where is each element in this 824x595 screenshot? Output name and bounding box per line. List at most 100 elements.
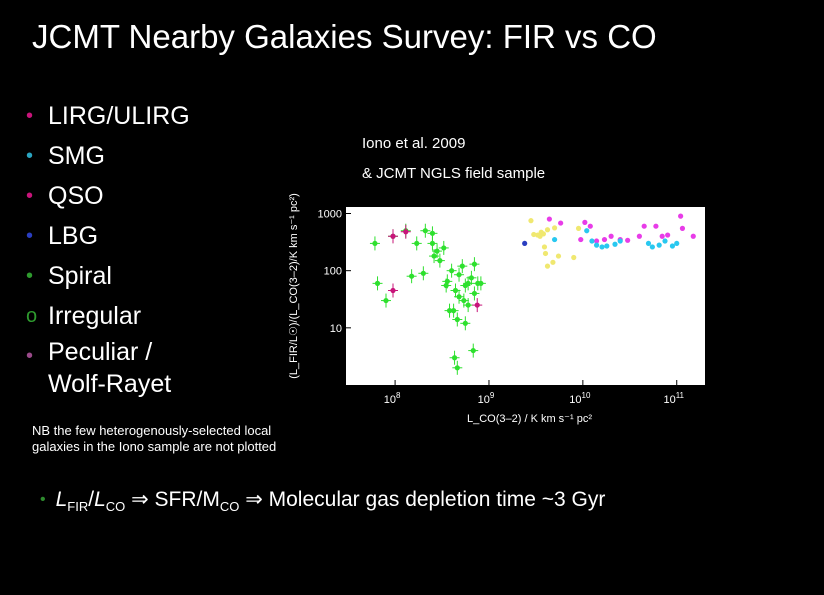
nearby-point — [429, 240, 436, 247]
legend-item-lbg: • LBG — [26, 216, 190, 256]
reference-sample: & JCMT NGLS field sample — [362, 165, 546, 182]
legend-label: Peculiar / — [48, 338, 153, 366]
peculiar-point — [474, 302, 480, 308]
SMG-point — [656, 242, 662, 248]
legend-list: • LIRG/ULIRG • SMG • QSO • LBG • Spiral o Irre… — [26, 96, 190, 400]
legend-label: LBG — [48, 222, 99, 250]
SMG-point — [617, 238, 623, 244]
QSO-point — [537, 233, 543, 239]
legend-label: Spiral — [48, 262, 112, 290]
legend-item-smg: • SMG — [26, 136, 190, 176]
LIRG/ULIRG-point — [578, 236, 584, 243]
footnote: NB the few heterogenously-selected local… — [32, 423, 277, 454]
nearby-point — [449, 268, 455, 274]
nearby-point — [456, 294, 462, 300]
bullet-icon: • — [26, 105, 34, 127]
fir-subscript: FIR — [67, 499, 89, 515]
LIRG/ULIRG-point — [546, 216, 552, 222]
nearby-point — [456, 272, 462, 278]
nearby-point — [431, 253, 437, 259]
plot-area — [346, 207, 705, 385]
QSO-point — [531, 231, 537, 238]
QSO-point — [544, 263, 551, 269]
reference-citation: Iono et al. 2009 — [362, 135, 466, 152]
legend-label: QSO — [48, 182, 104, 210]
QSO-point — [551, 225, 558, 231]
peculiar-point — [403, 229, 409, 235]
nearby-point — [465, 280, 471, 286]
slash: / — [88, 488, 95, 511]
legend-item-peculiar: • Peculiar / Wolf-Rayet — [26, 336, 190, 400]
nearby-point — [459, 263, 465, 269]
legend-item-qso: • QSO — [26, 176, 190, 216]
y-tick-label: 1000 — [318, 209, 342, 221]
bullet-icon: • — [40, 491, 46, 509]
peculiar-point — [390, 233, 396, 239]
x-tick-label: 1011 — [663, 391, 684, 406]
LIRG/ULIRG-point — [678, 213, 684, 219]
QSO-point — [550, 259, 556, 265]
SMG-point — [649, 244, 655, 250]
x-tick-label: 1010 — [569, 391, 591, 406]
nearby-point — [441, 245, 447, 251]
x-tick-label: 108 — [384, 391, 401, 406]
LIRG/ULIRG-point — [582, 219, 588, 225]
LIRG/ULIRG-point — [690, 233, 696, 239]
nearby-point — [454, 316, 460, 323]
nearby-point — [409, 273, 415, 279]
bullet-icon: • — [26, 185, 34, 207]
nearby-point — [434, 248, 440, 254]
QSO-point — [528, 218, 534, 224]
legend-item-lirg: • LIRG/ULIRG — [26, 96, 190, 136]
LIRG/ULIRG-point — [636, 233, 642, 239]
bullet-icon: • — [26, 225, 34, 247]
LIRG/ULIRG-point — [587, 223, 593, 229]
SMG-point — [612, 241, 618, 247]
LIRG/ULIRG-point — [679, 225, 686, 231]
SMG-point — [593, 242, 600, 248]
QSO-point — [575, 225, 582, 231]
SMG-point — [589, 238, 595, 244]
SMG-point — [669, 243, 676, 249]
nearby-point — [383, 297, 389, 304]
legend-label: LIRG/ULIRG — [48, 102, 190, 130]
nearby-point — [414, 240, 420, 247]
bullet-icon: • — [26, 345, 34, 367]
QSO-point — [541, 244, 548, 250]
nearby-point — [468, 275, 475, 281]
nearby-point — [451, 355, 458, 361]
co-subscript-2: CO — [219, 499, 240, 515]
x-axis-label: L_CO(3–2) / K km s⁻¹ pc² — [467, 413, 592, 425]
nearby-point — [420, 270, 426, 276]
nearby-point — [446, 308, 453, 314]
legend-item-irregular: o Irregular — [26, 296, 190, 336]
QSO-point — [542, 250, 549, 257]
nearby-point — [443, 282, 449, 289]
nearby-point — [374, 280, 381, 286]
peculiar-point — [390, 287, 396, 294]
QSO-point — [555, 253, 562, 259]
nearby-point — [372, 240, 378, 247]
LIRG/ULIRG-point — [608, 233, 614, 239]
QSO-point — [544, 227, 551, 233]
nearby-point — [471, 261, 478, 267]
sfr-text: ⇒ SFR/M — [125, 488, 220, 511]
SMG-point — [674, 240, 680, 247]
LIRG/ULIRG-point — [665, 232, 671, 238]
SMG-point — [604, 243, 610, 249]
QSO-point — [571, 254, 577, 261]
SMG-point — [662, 238, 668, 244]
co-subscript: CO — [105, 499, 126, 515]
LIRG/ULIRG-point — [625, 237, 631, 243]
nearby-point — [454, 365, 460, 371]
ring-icon: o — [26, 305, 38, 327]
LIRG/ULIRG-point — [641, 223, 647, 229]
y-tick-label: 10 — [330, 323, 342, 335]
l-symbol-2: L — [94, 488, 106, 511]
LIRG/ULIRG-point — [558, 220, 564, 226]
LIRG/ULIRG-point — [659, 233, 665, 239]
legend-label: SMG — [48, 142, 105, 170]
legend-label-line2: Wolf-Rayet — [48, 370, 172, 398]
nearby-point — [429, 230, 436, 236]
